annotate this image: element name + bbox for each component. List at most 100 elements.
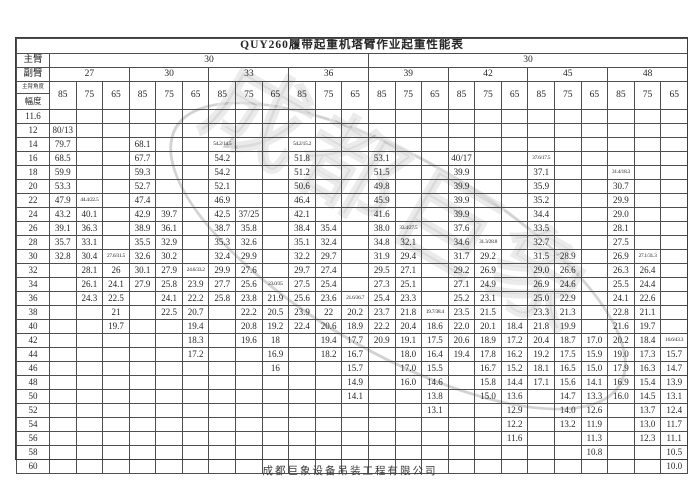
table-row: 26 39.1 36.3 38.9 36.1 38.7 35.8 38.4 35.4 38.0 33… [16,221,689,236]
table-cell [553,123,582,138]
table-cell [660,319,689,334]
table-cell [633,207,662,222]
table-cell [633,137,662,152]
table-cell: 21.6 [607,319,635,334]
page-title: QUY260履带起重机塔臂作业起重性能表 [15,38,689,54]
table-cell [341,137,369,152]
table-cell: 19.7 [102,319,130,334]
table-cell [288,361,316,376]
radius-value: 60 [16,459,50,474]
table-cell: 39.1 [49,221,77,236]
radius-value: 11.6 [16,109,50,124]
table-cell: 29.9 [208,263,237,278]
table-row: 58 10.8 10.5 [16,445,689,460]
angle-value: 65 [421,81,449,110]
table-cell [181,445,210,460]
table-cell [607,137,635,152]
table-cell [208,333,237,348]
table-cell: 19.2 [527,347,555,362]
table-cell [421,193,449,208]
table-cell [235,375,263,390]
table-cell [314,445,343,460]
table-cell [367,417,396,432]
table-row: 44 17.2 16.9 18.2 16.7 18.0 16.4 19.4 17.8 16.2 19… [16,347,689,362]
table-cell [580,137,609,152]
table-cell: 21.9 [261,291,290,306]
table-cell [447,417,476,432]
table-cell: 10.0 [660,459,689,474]
table-cell [527,137,555,152]
table-cell [181,165,210,180]
table-cell [261,403,290,418]
table-cell [102,389,130,404]
table-cell: 19.4 [447,347,476,362]
main-boom-label: 主臂 [16,53,50,68]
table-row: 30 32.8 30.4 27.6/31.5 32.6 30.2 32.4 29.9 32.2 2… [16,249,689,264]
radius-value: 28 [16,235,50,250]
table-cell [474,179,502,194]
table-cell: 23.1 [474,291,502,306]
table-cell: 31.3/28.8 [474,235,502,250]
table-cell [75,403,104,418]
table-cell: 18.9 [474,333,502,348]
table-cell [660,151,689,166]
table-cell: 24.6/33.2 [181,263,210,278]
angle-value: 65 [102,81,130,110]
table-cell: 29.0 [607,207,635,222]
table-cell: 17.1 [527,375,555,390]
table-cell [155,403,183,418]
table-cell [261,221,290,236]
table-cell [314,193,343,208]
table-row: 52 13.1 12.9 14.0 12.6 13.7 12.4 [16,403,689,418]
table-cell [75,319,104,334]
table-cell: 18.4 [633,333,662,348]
table-cell: 47.4 [128,193,157,208]
table-cell: 19.4 [314,333,343,348]
jib-length: 36 [288,67,369,82]
table-row: 32 28.1 26 30.1 27.9 24.6/33.2 29.9 27.6 29.7 27.… [16,263,689,278]
table-cell [607,123,635,138]
table-cell [500,277,529,292]
table-row: 11.6 [16,109,689,124]
table-cell: 11.3 [580,431,609,446]
table-cell [102,193,130,208]
table-cell [49,361,77,376]
table-cell [553,179,582,194]
table-cell: 12.3 [633,431,662,446]
table-cell: 41.6 [367,207,396,222]
radius-label: 幅度 [24,95,42,106]
table-row: 38 21 22.5 20.7 22.2 20.5 23.9 22 20.2 23.7 21.8 19… [16,305,689,320]
jib-length: 48 [607,67,689,82]
table-cell [474,431,502,446]
table-cell: 38.4 [288,221,316,236]
table-cell [181,193,210,208]
table-cell: 52.7 [128,179,157,194]
table-cell: 51.2 [288,165,316,180]
table-cell [235,361,263,376]
table-cell [208,375,237,390]
table-cell: 28.1 [75,263,104,278]
table-cell [553,445,582,460]
table-cell [527,431,555,446]
table-cell: 25.0 [527,291,555,306]
table-cell [314,123,343,138]
table-cell [394,431,423,446]
table-cell [208,305,237,320]
table-cell: 68.5 [49,151,77,166]
table-cell [447,431,476,446]
table-row: 22 47.9 44.4/22.5 47.4 46.9 46.4 45.9 39.9 35.2 2… [16,193,689,208]
angle-value: 75 [235,81,263,110]
table-cell: 35.1 [288,235,316,250]
table-cell: 17.3 [633,347,662,362]
table-cell [75,347,104,362]
table-cell: 13.7 [633,403,662,418]
table-cell: 10.8 [580,445,609,460]
table-cell: 24.4 [633,277,662,292]
table-cell [235,179,263,194]
table-cell: 27.7 [208,277,237,292]
table-cell: 14.6 [421,375,449,390]
table-row: 36 24.3 22.5 24.1 22.2 25.8 23.8 21.9 25.6 23.6 21… [16,291,689,306]
table-cell: 18.1 [527,361,555,376]
table-cell: 32.2 [288,249,316,264]
table-cell: 39.9 [447,207,476,222]
